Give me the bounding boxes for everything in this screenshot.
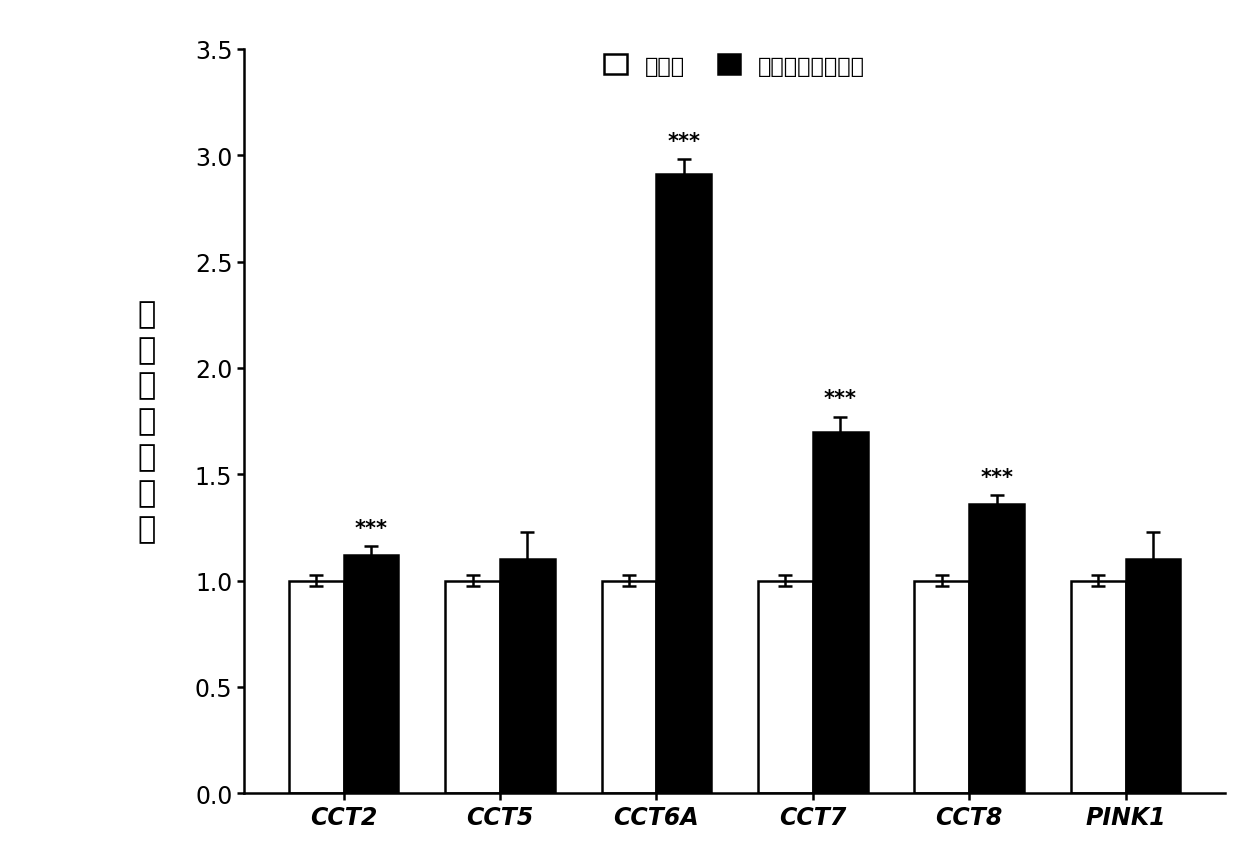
Bar <box>289 581 343 793</box>
Text: 基
因
相
对
表
现
量: 基 因 相 对 表 现 量 <box>138 300 155 544</box>
Bar <box>1071 581 1126 793</box>
Legend: 控制组, 苦跥麦种皮萝取物: 控制组, 苦跥麦种皮萝取物 <box>595 46 874 85</box>
Bar <box>758 581 813 793</box>
Bar <box>445 581 500 793</box>
Text: ***: *** <box>667 132 701 152</box>
Text: ***: *** <box>355 518 387 538</box>
Bar <box>656 175 712 793</box>
Bar <box>813 432 868 793</box>
Text: ***: *** <box>980 468 1013 487</box>
Text: ***: *** <box>823 389 857 408</box>
Bar <box>500 560 554 793</box>
Bar <box>1126 560 1180 793</box>
Bar <box>970 505 1024 793</box>
Bar <box>343 555 398 793</box>
Bar <box>914 581 970 793</box>
Bar <box>601 581 656 793</box>
